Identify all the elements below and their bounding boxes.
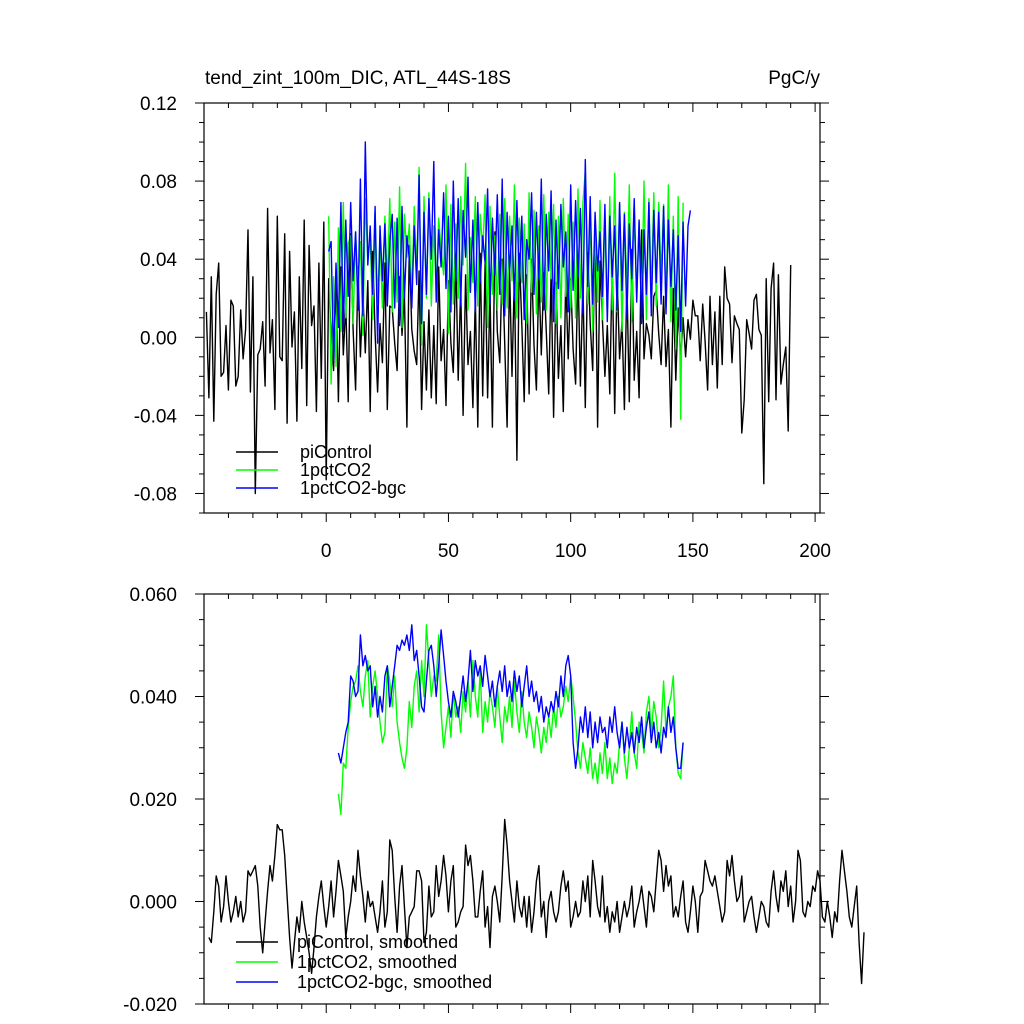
top-panel: tend_zint_100m_DIC, ATL_44S-18S PgC/y 0 5…: [134, 68, 831, 562]
y-tick-label: 0.000: [129, 893, 177, 914]
series-line-1pctco2-smoothed: [337, 624, 684, 816]
y-tick-label: 0.040: [129, 688, 177, 709]
x-tick-label: 0: [321, 541, 332, 562]
x-tick-label: 50: [438, 541, 459, 562]
y-tick-label: 0.060: [129, 585, 177, 606]
series-line-1pctco2-bgc: [328, 141, 692, 362]
y-tick-label: 0.12: [140, 94, 177, 115]
y-tick-label: 0.04: [140, 250, 177, 271]
plot-frame: [203, 102, 821, 514]
y-tick-label: 0.08: [140, 172, 177, 193]
top-panel-units: PgC/y: [768, 68, 820, 89]
legend-label: piControl, smoothed: [297, 932, 458, 952]
top-panel-title: tend_zint_100m_DIC, ATL_44S-18S: [205, 68, 511, 89]
y-tick-label: -0.08: [134, 484, 177, 505]
y-tick-label: 0.020: [129, 790, 177, 811]
legend-label: 1pctCO2, smoothed: [297, 952, 457, 972]
series-line-picontrol: [205, 207, 792, 495]
legend-label: 1pctCO2-bgc: [300, 478, 406, 498]
series-line-picontrol-smoothed: [208, 818, 865, 985]
y-tick-label: -0.04: [134, 406, 178, 427]
x-tick-label: 100: [555, 541, 587, 562]
bottom-panel: -0.020 0.000 0.020 0.040 0.060 piControl, smo…: [123, 585, 865, 1016]
x-tick-label: 150: [677, 541, 709, 562]
x-tick-label: 200: [799, 541, 831, 562]
legend-label: 1pctCO2-bgc, smoothed: [297, 972, 492, 992]
legend-label: piControl: [300, 442, 372, 462]
y-tick-label: 0.00: [140, 328, 177, 349]
y-tick-label: -0.020: [123, 995, 177, 1016]
series-line-1pctco2-bgc-smoothed: [337, 624, 684, 769]
legend-label: 1pctCO2: [300, 460, 371, 480]
